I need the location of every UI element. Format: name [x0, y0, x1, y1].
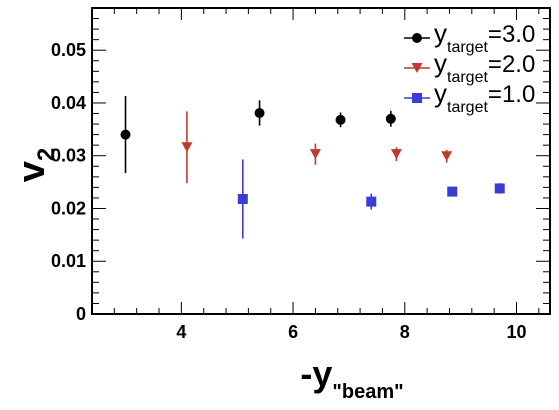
legend-marker [412, 93, 422, 103]
data-point [309, 149, 321, 160]
y-tick-label: 0.02 [51, 198, 86, 218]
x-tick-label: 10 [506, 322, 526, 342]
axis-ticks [91, 7, 550, 315]
data-point [120, 129, 131, 140]
x-axis-title-main: -y [300, 353, 332, 394]
data-point [441, 151, 453, 162]
legend-subscript: target [447, 39, 488, 56]
y-axis-title-sub: 2 [33, 148, 60, 161]
plot-frame [91, 7, 551, 315]
legend-symbol: y [434, 48, 447, 78]
legend-value: =1.0 [488, 81, 535, 108]
legend-subscript: target [447, 69, 488, 86]
legend-entry: ytarget=2.0 [434, 48, 535, 86]
legend-entry: ytarget=1.0 [434, 78, 535, 116]
y-tick-label: 0.04 [51, 93, 86, 113]
data-point [447, 186, 458, 197]
data-point [390, 149, 402, 160]
y-tick-label: 0.01 [51, 251, 86, 271]
y-axis-title-main: v [11, 161, 53, 182]
x-tick-label: 4 [176, 322, 186, 342]
series-triangle-down [181, 111, 453, 184]
legend-symbol: y [434, 78, 447, 108]
y-tick-label: 0.03 [51, 146, 86, 166]
x-axis-title: -y"beam" [300, 353, 403, 403]
data-point [335, 114, 346, 125]
y-axis-title: v2 [11, 148, 60, 183]
legend-subscript: target [447, 99, 488, 116]
x-tick-label: 8 [400, 322, 410, 342]
data-points [120, 96, 505, 239]
data-point [254, 107, 265, 118]
legend-entry: ytarget=3.0 [434, 18, 535, 56]
legend-value: =2.0 [488, 51, 535, 78]
tick-labels: 4 6 8 10 0 0.01 0.02 0.03 0.04 0.05 [51, 40, 527, 342]
data-point [237, 193, 248, 204]
data-point [366, 196, 377, 207]
legend-value: =3.0 [488, 21, 535, 48]
y-tick-label: 0.05 [51, 40, 86, 60]
series-square [237, 159, 505, 239]
data-point [181, 142, 193, 153]
x-axis-title-sub: "beam" [332, 381, 403, 403]
legend-marker [411, 63, 423, 73]
legend-symbol: y [434, 18, 447, 48]
series-circle [120, 96, 396, 174]
y-tick-label: 0 [76, 304, 86, 324]
x-tick-label: 6 [288, 322, 298, 342]
data-point [385, 113, 396, 124]
data-point [494, 183, 505, 194]
legend-marker [412, 33, 422, 43]
